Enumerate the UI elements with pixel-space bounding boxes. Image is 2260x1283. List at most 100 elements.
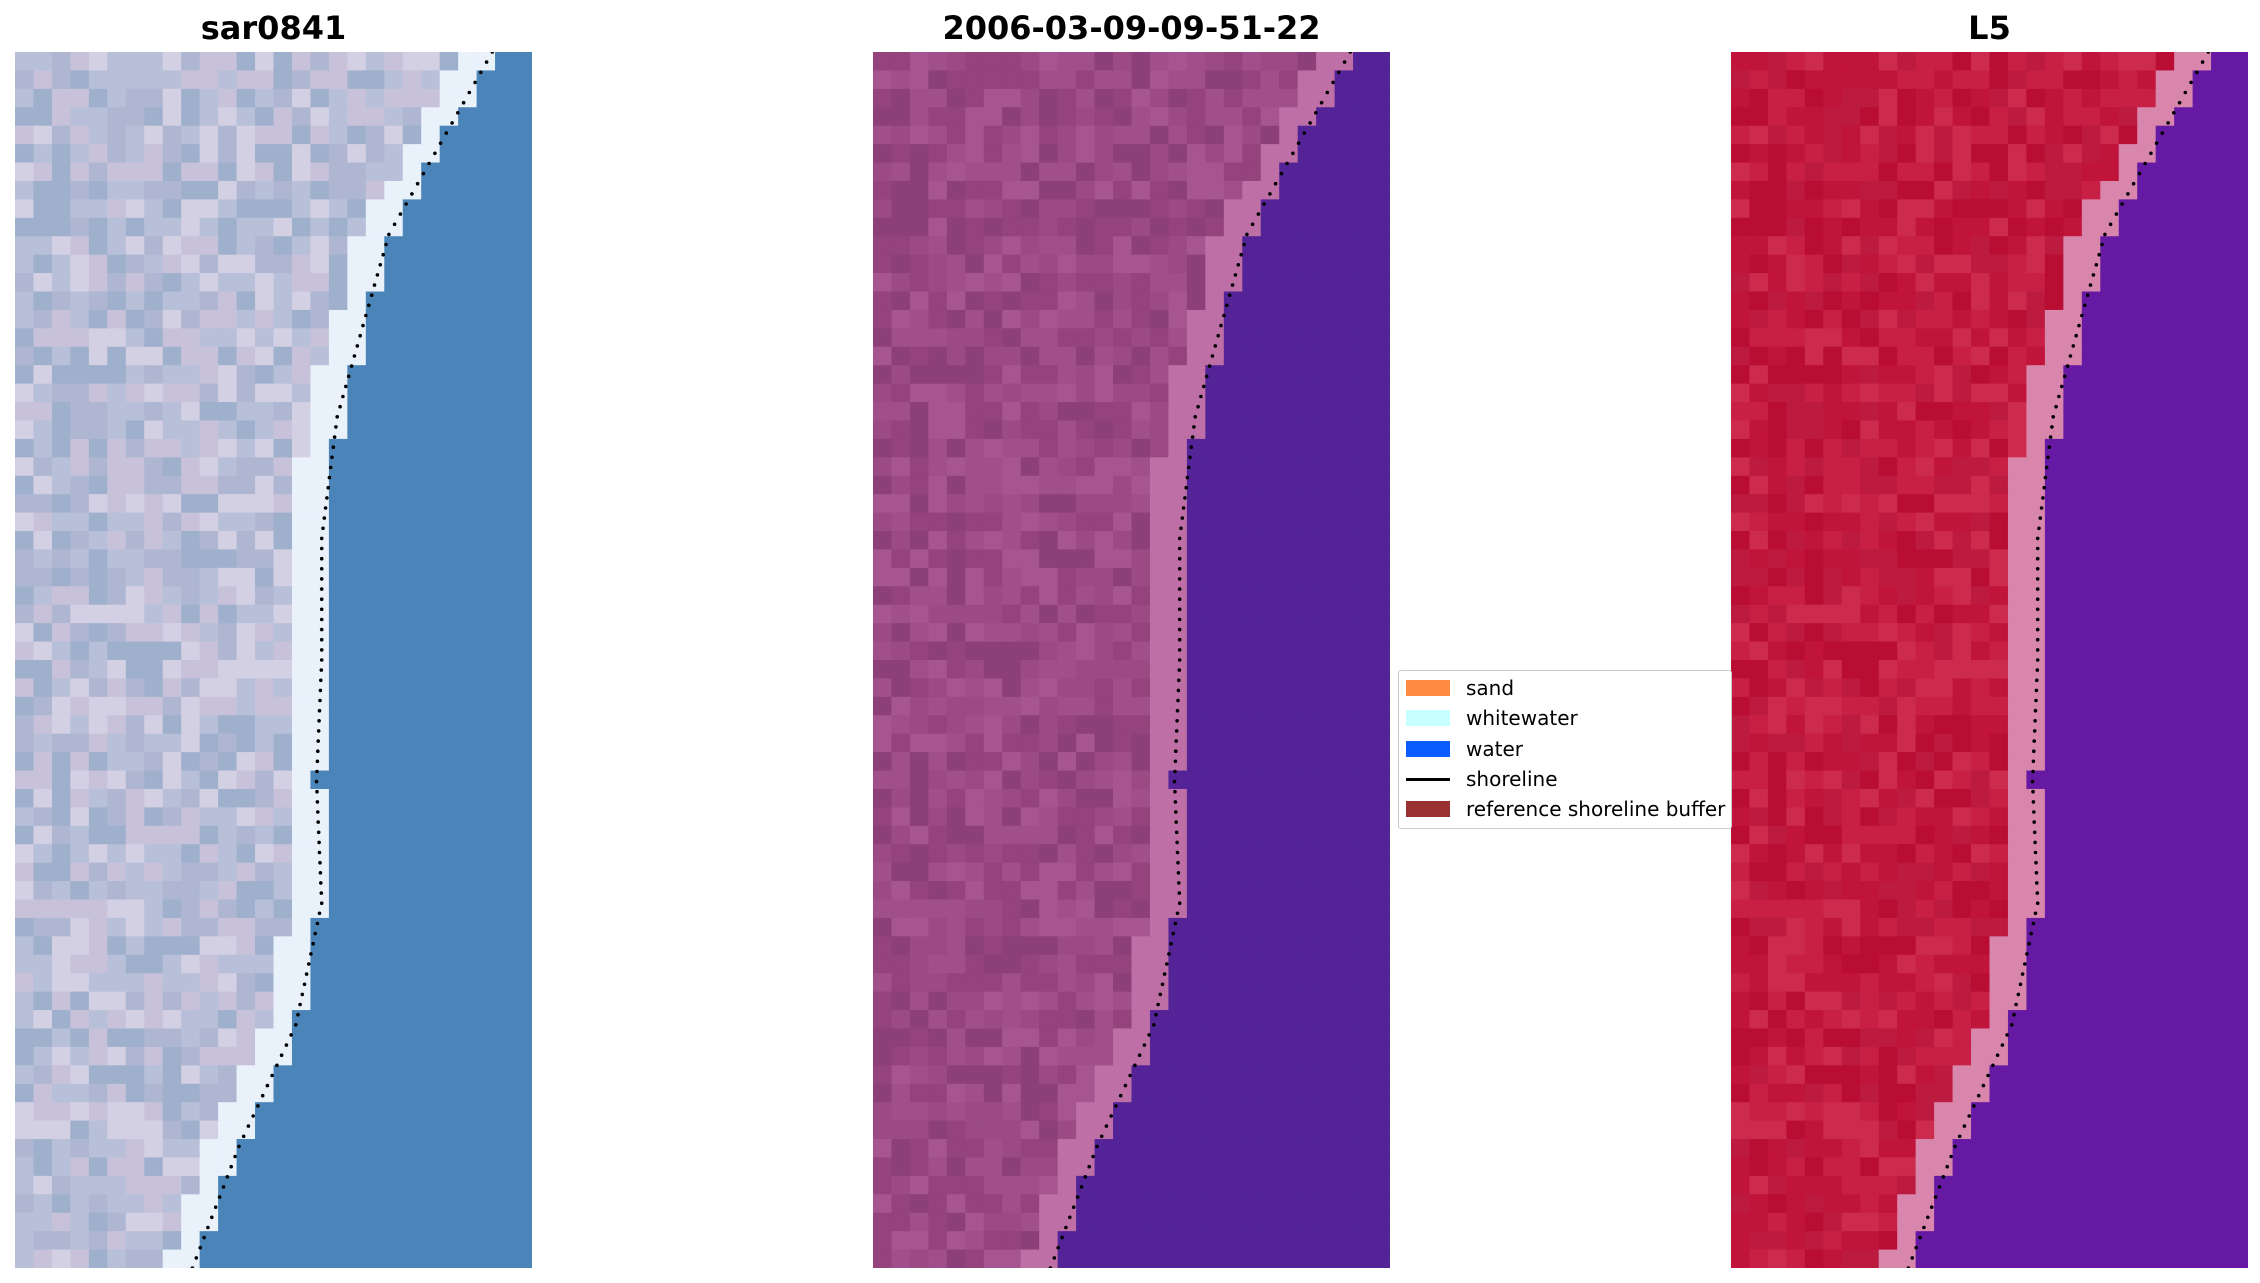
- image-pixel: [291, 788, 312, 808]
- image-pixel: [421, 991, 441, 1011]
- image-pixel: [2063, 641, 2083, 661]
- image-pixel: [15, 825, 35, 845]
- image-pixel: [218, 365, 238, 385]
- image-pixel: [347, 1010, 367, 1030]
- image-pixel: [983, 457, 1003, 477]
- image-pixel: [1260, 180, 1280, 200]
- image-pixel: [1841, 567, 1861, 587]
- image-pixel: [70, 180, 90, 200]
- image-pixel: [1371, 531, 1390, 551]
- image-pixel: [439, 604, 459, 624]
- image-pixel: [2100, 475, 2120, 495]
- image-pixel: [1316, 807, 1336, 827]
- image-pixel: [51, 1065, 71, 1085]
- image-pixel: [291, 125, 312, 145]
- image-pixel: [2211, 567, 2231, 587]
- image-pixel: [1242, 1249, 1262, 1268]
- image-pixel: [891, 1194, 911, 1214]
- image-pixel: [236, 954, 256, 974]
- image-pixel: [1039, 641, 1059, 661]
- image-pixel: [402, 881, 422, 901]
- shoreline-point: [1177, 567, 1182, 571]
- image-pixel: [513, 199, 532, 219]
- image-pixel: [236, 273, 256, 293]
- image-pixel: [255, 899, 275, 919]
- image-pixel: [1057, 1157, 1077, 1177]
- image-pixel: [199, 273, 219, 293]
- image-pixel: [365, 973, 385, 993]
- image-pixel: [181, 346, 201, 366]
- image-pixel: [1260, 1194, 1280, 1214]
- image-pixel: [1113, 1028, 1133, 1048]
- image-pixel: [70, 991, 90, 1011]
- image-pixel: [291, 1194, 312, 1214]
- image-pixel: [1020, 623, 1040, 643]
- image-pixel: [946, 788, 966, 808]
- image-pixel: [1020, 346, 1040, 366]
- rgb-image: [15, 52, 532, 1268]
- image-pixel: [1242, 917, 1262, 937]
- shoreline-point: [1174, 749, 1178, 753]
- image-pixel: [1168, 107, 1188, 127]
- image-pixel: [125, 70, 145, 90]
- image-pixel: [1823, 641, 1843, 661]
- image-pixel: [1002, 788, 1022, 808]
- image-pixel: [1057, 254, 1077, 274]
- image-pixel: [513, 328, 532, 348]
- image-pixel: [439, 1046, 459, 1066]
- image-pixel: [181, 1046, 201, 1066]
- image-pixel: [1113, 752, 1133, 772]
- image-pixel: [1223, 254, 1243, 274]
- image-pixel: [1767, 715, 1787, 735]
- image-pixel: [1113, 52, 1133, 72]
- image-pixel: [1767, 88, 1787, 108]
- image-pixel: [476, 807, 496, 827]
- image-pixel: [1767, 254, 1787, 274]
- image-pixel: [1989, 309, 2009, 329]
- image-pixel: [1242, 678, 1262, 698]
- image-pixel: [1786, 309, 1806, 329]
- image-pixel: [1186, 236, 1206, 256]
- image-pixel: [70, 641, 90, 661]
- image-pixel: [1076, 1194, 1096, 1214]
- image-pixel: [2026, 420, 2046, 440]
- image-pixel: [199, 788, 219, 808]
- image-pixel: [1786, 678, 1806, 698]
- image-pixel: [1039, 1231, 1059, 1251]
- image-pixel: [255, 328, 275, 348]
- image-pixel: [1767, 549, 1787, 569]
- image-pixel: [1113, 402, 1133, 422]
- image-pixel: [162, 88, 182, 108]
- image-pixel: [439, 402, 459, 422]
- image-pixel: [1242, 807, 1262, 827]
- image-pixel: [1989, 88, 2009, 108]
- image-pixel: [965, 254, 985, 274]
- image-pixel: [965, 1249, 985, 1268]
- image-pixel: [983, 162, 1003, 182]
- image-pixel: [439, 1212, 459, 1232]
- image-pixel: [1131, 273, 1151, 293]
- image-pixel: [1334, 586, 1354, 606]
- image-pixel: [1186, 1231, 1206, 1251]
- image-pixel: [1094, 162, 1114, 182]
- image-pixel: [891, 107, 911, 127]
- image-pixel: [144, 254, 164, 274]
- image-pixel: [1186, 1249, 1206, 1268]
- image-pixel: [1297, 328, 1317, 348]
- image-pixel: [125, 917, 145, 937]
- image-pixel: [402, 733, 422, 753]
- image-pixel: [15, 291, 35, 311]
- image-pixel: [1823, 217, 1843, 237]
- image-pixel: [2081, 52, 2101, 72]
- image-pixel: [421, 733, 441, 753]
- image-pixel: [236, 567, 256, 587]
- image-pixel: [2211, 180, 2231, 200]
- image-pixel: [144, 1102, 164, 1122]
- image-pixel: [1316, 881, 1336, 901]
- image-pixel: [1878, 678, 1898, 698]
- image-pixel: [873, 70, 893, 90]
- image-pixel: [495, 936, 515, 956]
- image-pixel: [402, 696, 422, 716]
- image-pixel: [2026, 438, 2046, 458]
- image-pixel: [1823, 549, 1843, 569]
